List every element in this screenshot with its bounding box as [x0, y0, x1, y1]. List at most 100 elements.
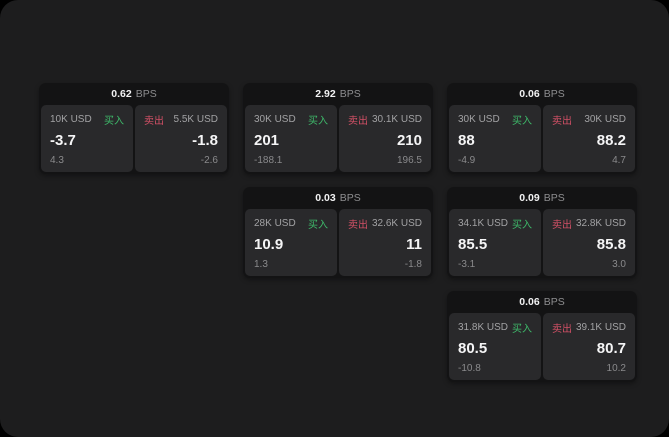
buy-tag: 买入	[512, 324, 532, 335]
sell-tag: 卖出	[348, 220, 368, 231]
buy-delta: 4.3	[50, 155, 64, 166]
sell-tag: 卖出	[552, 220, 572, 231]
buy-panel-header: 34.1K USD 买入	[458, 216, 532, 231]
quote-card: 0.06 BPS 31.8K USD 买入 80.5 -10.8 卖出 39.1…	[447, 291, 637, 382]
sell-price: 88.2	[596, 131, 626, 149]
sell-price: -1.8	[192, 131, 218, 149]
bps-value: 0.03	[315, 192, 336, 204]
buy-quote-panel[interactable]: 30K USD 买入 201 -188.1	[245, 105, 337, 172]
bps-unit-label: BPS	[543, 192, 565, 204]
sell-quote-panel[interactable]: 卖出 5.5K USD -1.8 -2.6	[135, 105, 227, 172]
sell-quote-panel[interactable]: 卖出 30K USD 88.2 4.7	[543, 105, 635, 172]
bps-value: 0.09	[519, 192, 540, 204]
buy-quote-panel[interactable]: 10K USD 买入 -3.7 4.3	[41, 105, 133, 172]
buy-panel-header: 28K USD 买入	[254, 216, 328, 231]
sell-quote-panel[interactable]: 卖出 30.1K USD 210 196.5	[339, 105, 431, 172]
card-header: 0.09 BPS	[447, 187, 637, 209]
buy-quote-panel[interactable]: 31.8K USD 买入 80.5 -10.8	[449, 313, 541, 380]
buy-price: 88	[458, 131, 475, 149]
card-header: 0.06 BPS	[447, 291, 637, 313]
buy-amount: 30K USD	[254, 114, 296, 125]
bps-value: 0.06	[519, 296, 540, 308]
sell-amount: 32.6K USD	[371, 218, 422, 229]
sell-delta: -1.8	[404, 259, 422, 270]
sell-amount: 30.1K USD	[371, 114, 422, 125]
sell-quote-panel[interactable]: 卖出 32.6K USD 11 -1.8	[339, 209, 431, 276]
buy-quote-panel[interactable]: 34.1K USD 买入 85.5 -3.1	[449, 209, 541, 276]
sell-delta: 4.7	[612, 155, 626, 166]
buy-amount: 31.8K USD	[458, 322, 509, 333]
buy-delta: 1.3	[254, 259, 268, 270]
sell-panel-header: 卖出 39.1K USD	[552, 320, 626, 335]
sell-panel-header: 卖出 5.5K USD	[144, 112, 218, 127]
sell-delta: -2.6	[200, 155, 218, 166]
buy-amount: 34.1K USD	[458, 218, 509, 229]
sell-panel-header: 卖出 30K USD	[552, 112, 626, 127]
buy-delta: -188.1	[254, 155, 283, 166]
sell-panel-header: 卖出 32.8K USD	[552, 216, 626, 231]
buy-delta: -10.8	[458, 363, 481, 374]
buy-tag: 买入	[512, 116, 532, 127]
buy-price: 85.5	[458, 235, 488, 253]
buy-tag: 买入	[512, 220, 532, 231]
buy-price: 201	[254, 131, 280, 149]
buy-panel-header: 10K USD 买入	[50, 112, 124, 127]
sell-delta: 10.2	[606, 363, 626, 374]
sell-panel-header: 卖出 30.1K USD	[348, 112, 422, 127]
quote-card: 2.92 BPS 30K USD 买入 201 -188.1 卖出 30.1K …	[243, 83, 433, 174]
buy-panel-header: 30K USD 买入	[458, 112, 532, 127]
bps-value: 2.92	[315, 88, 336, 100]
sell-price: 80.7	[596, 339, 626, 357]
sell-amount: 39.1K USD	[575, 322, 626, 333]
quote-panels: 31.8K USD 买入 80.5 -10.8 卖出 39.1K USD 80.…	[447, 313, 637, 382]
sell-tag: 卖出	[552, 324, 572, 335]
card-header: 0.03 BPS	[243, 187, 433, 209]
buy-price: 10.9	[254, 235, 284, 253]
quote-card: 0.03 BPS 28K USD 买入 10.9 1.3 卖出 32.6K US…	[243, 187, 433, 278]
buy-quote-panel[interactable]: 30K USD 买入 88 -4.9	[449, 105, 541, 172]
buy-price: -3.7	[50, 131, 76, 149]
buy-amount: 28K USD	[254, 218, 296, 229]
sell-amount: 5.5K USD	[173, 114, 218, 125]
sell-tag: 卖出	[552, 116, 572, 127]
buy-quote-panel[interactable]: 28K USD 买入 10.9 1.3	[245, 209, 337, 276]
bps-unit-label: BPS	[339, 88, 361, 100]
buy-panel-header: 30K USD 买入	[254, 112, 328, 127]
buy-tag: 买入	[104, 116, 124, 127]
sell-quote-panel[interactable]: 卖出 39.1K USD 80.7 10.2	[543, 313, 635, 380]
buy-tag: 买入	[308, 220, 328, 231]
quote-panels: 34.1K USD 买入 85.5 -3.1 卖出 32.8K USD 85.8…	[447, 209, 637, 278]
sell-tag: 卖出	[348, 116, 368, 127]
bps-unit-label: BPS	[135, 88, 157, 100]
sell-delta: 3.0	[612, 259, 626, 270]
bps-unit-label: BPS	[339, 192, 361, 204]
sell-amount: 32.8K USD	[575, 218, 626, 229]
buy-tag: 买入	[308, 116, 328, 127]
quote-panels: 30K USD 买入 88 -4.9 卖出 30K USD 88.2 4.7	[447, 105, 637, 174]
quote-grid: 0.62 BPS 10K USD 买入 -3.7 4.3 卖出 5.5K USD…	[39, 83, 637, 382]
sell-quote-panel[interactable]: 卖出 32.8K USD 85.8 3.0	[543, 209, 635, 276]
buy-amount: 10K USD	[50, 114, 92, 125]
quote-card: 0.06 BPS 30K USD 买入 88 -4.9 卖出 30K USD 8…	[447, 83, 637, 174]
sell-price: 11	[406, 235, 422, 253]
sell-panel-header: 卖出 32.6K USD	[348, 216, 422, 231]
bps-value: 0.62	[111, 88, 132, 100]
quote-card: 0.09 BPS 34.1K USD 买入 85.5 -3.1 卖出 32.8K…	[447, 187, 637, 278]
bps-value: 0.06	[519, 88, 540, 100]
sell-price: 85.8	[596, 235, 626, 253]
buy-panel-header: 31.8K USD 买入	[458, 320, 532, 335]
quote-panels: 30K USD 买入 201 -188.1 卖出 30.1K USD 210 1…	[243, 105, 433, 174]
sell-amount: 30K USD	[584, 114, 626, 125]
bps-unit-label: BPS	[543, 88, 565, 100]
quote-panels: 10K USD 买入 -3.7 4.3 卖出 5.5K USD -1.8 -2.…	[39, 105, 229, 174]
quote-panels: 28K USD 买入 10.9 1.3 卖出 32.6K USD 11 -1.8	[243, 209, 433, 278]
quote-card: 0.62 BPS 10K USD 买入 -3.7 4.3 卖出 5.5K USD…	[39, 83, 229, 174]
card-header: 2.92 BPS	[243, 83, 433, 105]
card-header: 0.62 BPS	[39, 83, 229, 105]
buy-amount: 30K USD	[458, 114, 500, 125]
buy-price: 80.5	[458, 339, 488, 357]
sell-delta: 196.5	[396, 155, 422, 166]
buy-delta: -4.9	[458, 155, 476, 166]
sell-price: 210	[396, 131, 422, 149]
